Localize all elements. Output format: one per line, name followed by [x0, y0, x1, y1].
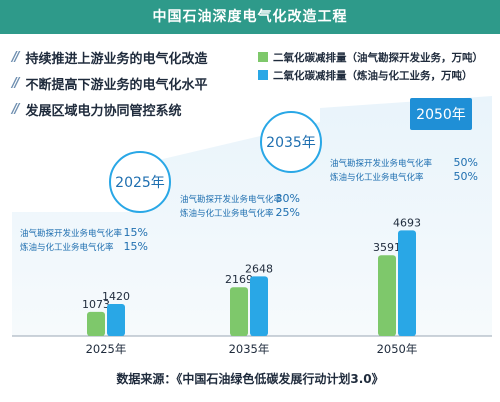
data-label: 4693: [393, 216, 421, 229]
data-label: 2169: [225, 273, 253, 286]
bullet-item: // 发展区域电力协同管控系统: [12, 96, 208, 122]
bar-upstream: [87, 311, 105, 336]
legend-swatch: [258, 70, 268, 80]
rate-value-downstream: 15%: [124, 240, 148, 253]
bullet-item: // 不断提高下游业务的电气化水平: [12, 70, 208, 96]
legend-label: 二氧化碳减排量（炼油与化工业务，万吨）: [273, 69, 473, 82]
page-title: 中国石油深度电气化改造工程: [0, 0, 500, 34]
year-badge-label: 2025年: [115, 175, 165, 191]
year-badge: [410, 98, 472, 130]
chart-legend: 二氧化碳减排量（油气勘探开发业务，万吨） 二氧化碳减排量（炼油与化工业务，万吨）: [258, 48, 483, 84]
data-label: 2648: [245, 262, 273, 275]
data-label: 3591: [373, 241, 401, 254]
bullet-text: 持续推进上游业务的电气化改造: [25, 51, 208, 67]
x-tick-label: 2025年: [86, 342, 127, 356]
legend-item-upstream: 二氧化碳减排量（油气勘探开发业务，万吨）: [258, 48, 483, 66]
rate-value-downstream: 50%: [454, 170, 478, 183]
bullet-item: // 持续推进上游业务的电气化改造: [12, 44, 208, 70]
bullet-list: // 持续推进上游业务的电气化改造 // 不断提高下游业务的电气化水平 // 发…: [12, 44, 208, 122]
legend-label: 二氧化碳减排量（油气勘探开发业务，万吨）: [273, 51, 483, 64]
year-badge-label: 2035年: [266, 135, 316, 151]
rate-label-downstream: 炼油与化工业务电气化率: [20, 242, 114, 253]
bar-upstream: [230, 287, 248, 336]
rate-label-upstream: 油气勘探开发业务电气化率: [330, 158, 433, 169]
data-label: 1073: [82, 298, 110, 311]
legend-item-downstream: 二氧化碳减排量（炼油与化工业务，万吨）: [258, 66, 483, 84]
slash-icon: //: [12, 75, 19, 91]
rate-value-upstream: 50%: [454, 156, 478, 169]
rate-label-downstream: 炼油与化工业务电气化率: [330, 172, 424, 183]
year-badge: [260, 111, 322, 173]
rate-label-downstream: 炼油与化工业务电气化率: [180, 208, 274, 219]
bar-downstream: [107, 304, 125, 336]
x-tick-label: 2050年: [377, 342, 418, 356]
chart-background: [12, 96, 492, 336]
year-badge-label: 2050年: [416, 107, 466, 123]
bullet-text: 发展区域电力协同管控系统: [25, 103, 182, 119]
bar-upstream: [378, 255, 396, 336]
bullet-text: 不断提高下游业务的电气化水平: [25, 77, 208, 93]
bar-downstream: [250, 276, 268, 336]
bar-downstream: [398, 230, 416, 336]
slash-icon: //: [12, 101, 19, 117]
data-source: 数据来源：《中国石油绿色低碳发展行动计划3.0》: [116, 372, 384, 386]
year-badge: [109, 151, 171, 213]
data-label: 1420: [102, 290, 130, 303]
slash-icon: //: [12, 49, 19, 65]
rate-value-upstream: 30%: [276, 192, 300, 205]
rate-value-downstream: 25%: [276, 206, 300, 219]
x-tick-label: 2035年: [229, 342, 270, 356]
legend-swatch: [258, 52, 268, 62]
rate-label-upstream: 油气勘探开发业务电气化率: [180, 194, 283, 205]
rate-value-upstream: 15%: [124, 226, 148, 239]
rate-label-upstream: 油气勘探开发业务电气化率: [20, 228, 123, 239]
